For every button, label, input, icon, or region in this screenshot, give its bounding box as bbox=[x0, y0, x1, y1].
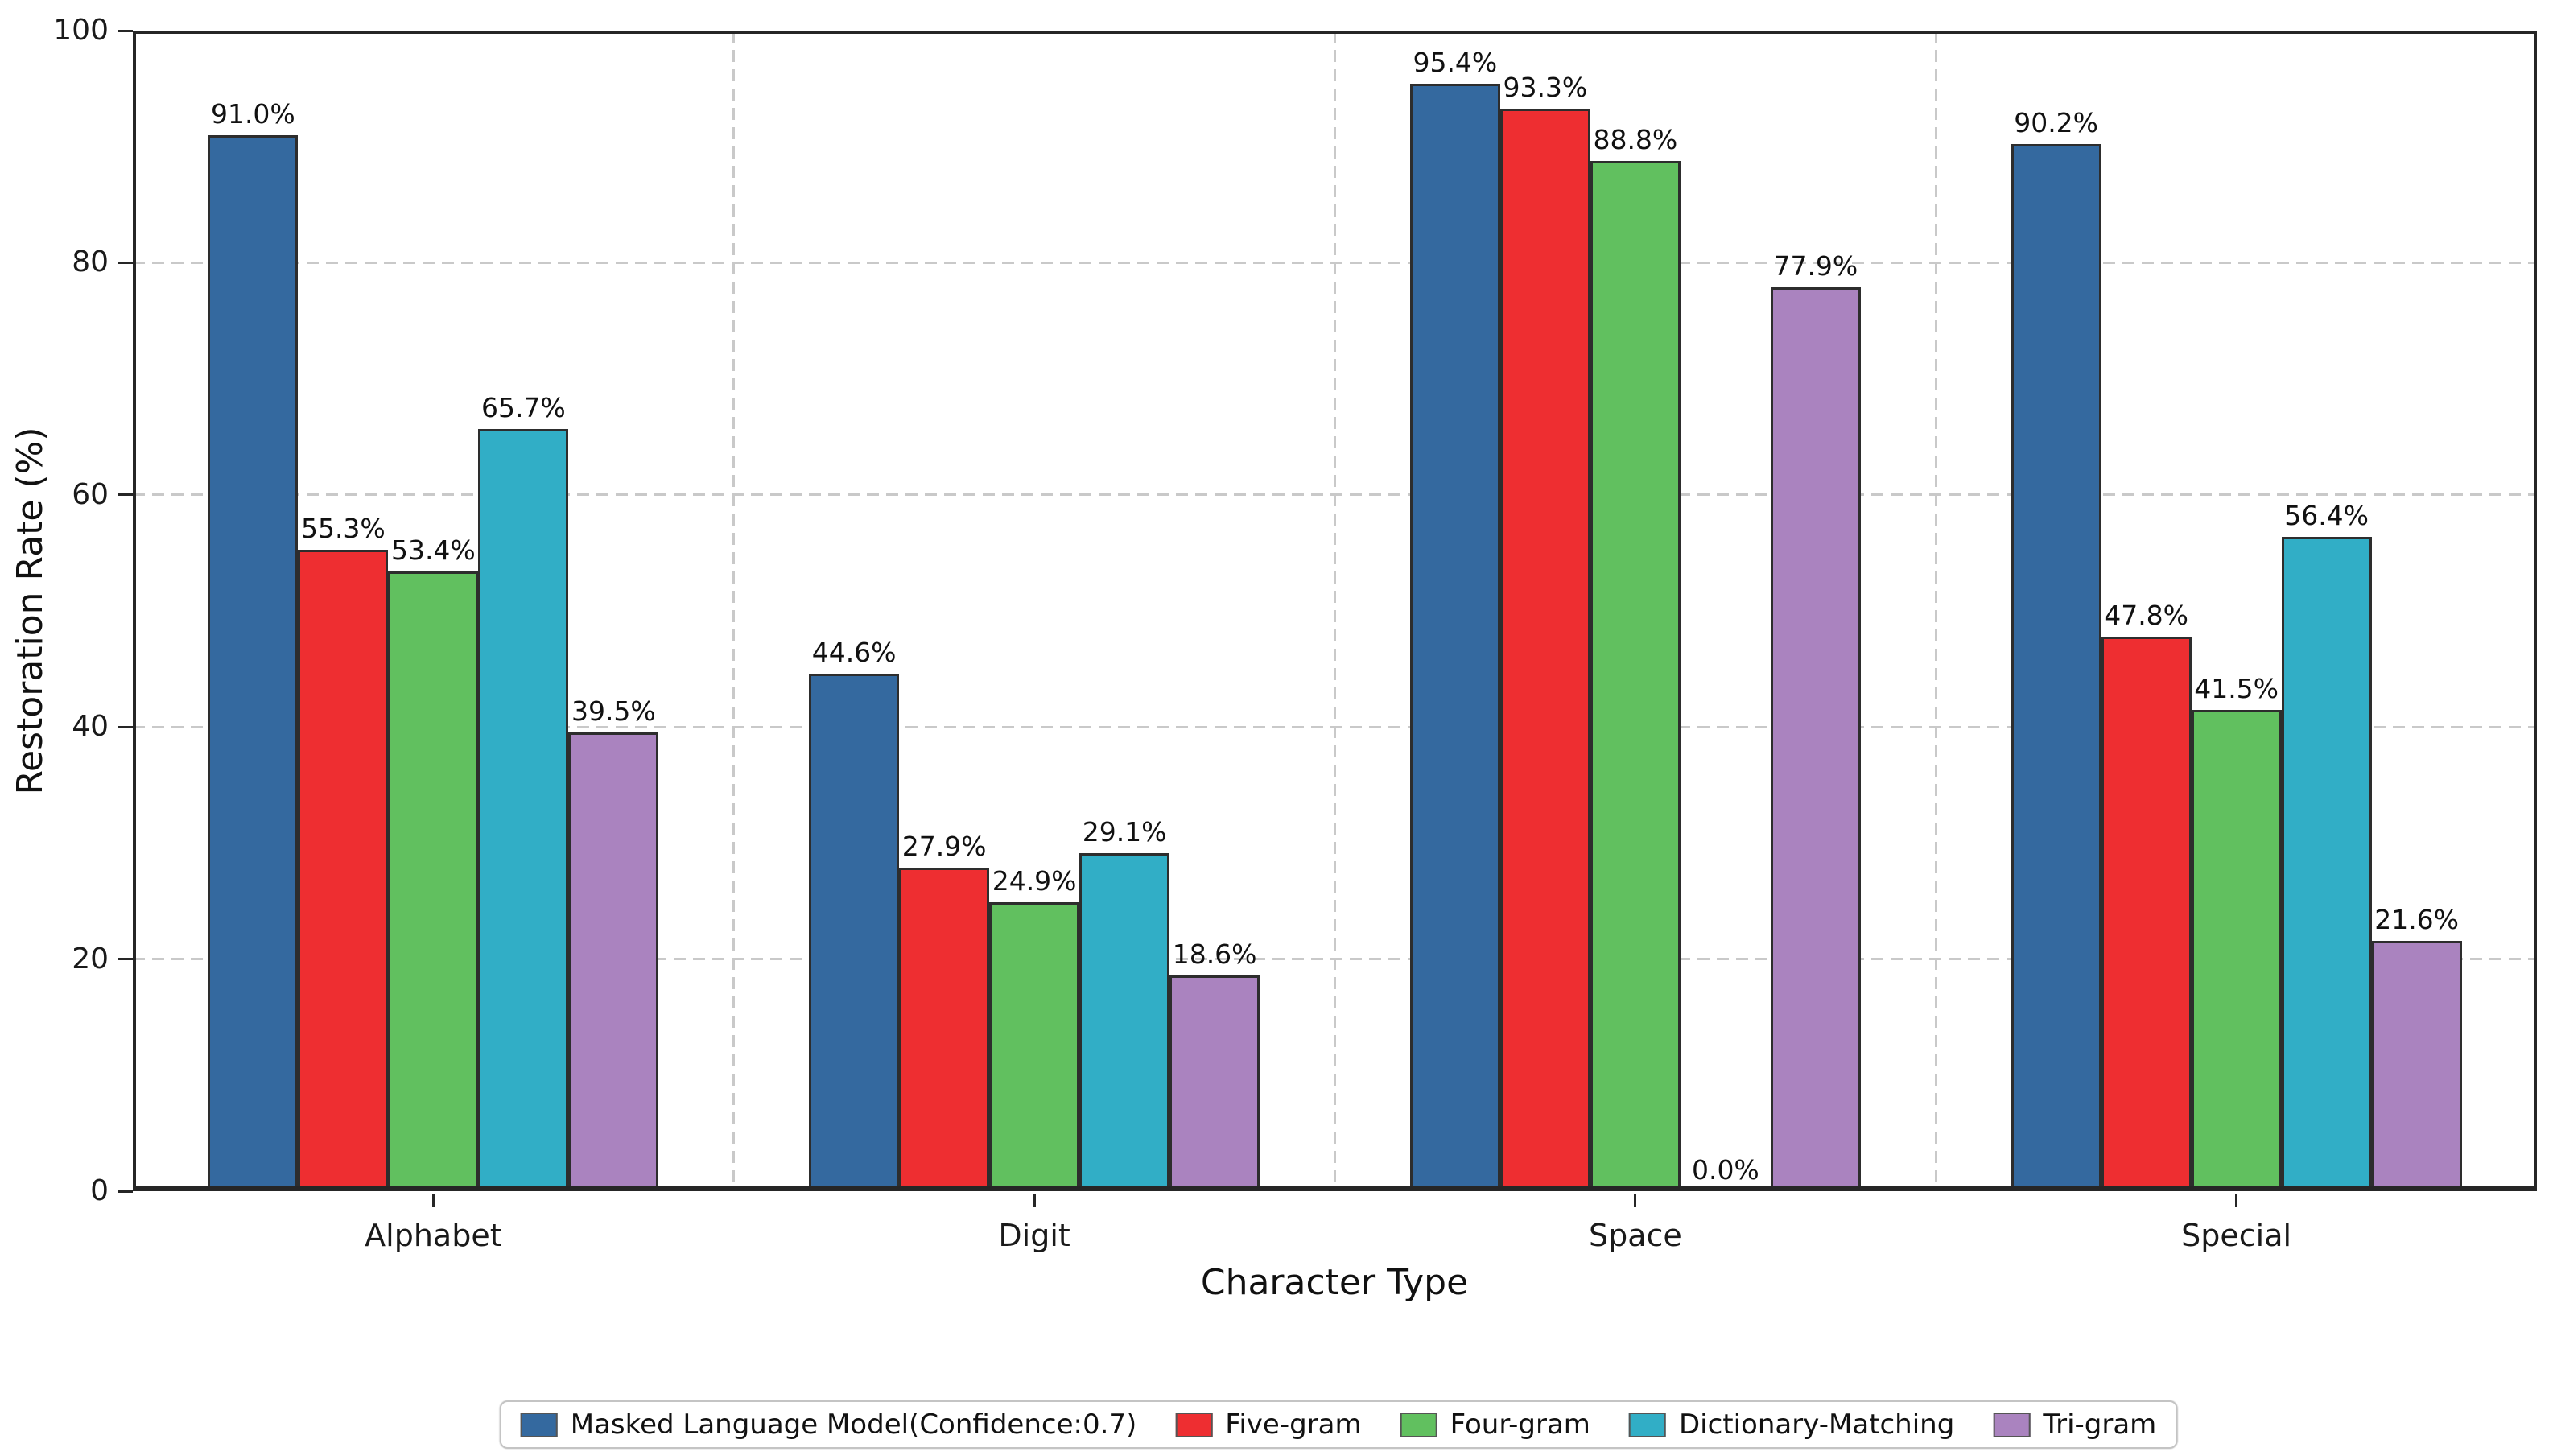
y-axis-title: Restoration Rate (%) bbox=[10, 427, 51, 795]
bar bbox=[568, 732, 659, 1191]
y-tick-label: 80 bbox=[72, 245, 109, 279]
y-tick-mark bbox=[118, 958, 133, 961]
bar bbox=[2371, 940, 2462, 1191]
bar-value-label: 65.7% bbox=[480, 391, 566, 423]
bar-value-label: 47.8% bbox=[2104, 599, 2189, 631]
y-tick-label: 0 bbox=[90, 1174, 109, 1207]
legend-item: Four-gram bbox=[1400, 1411, 1590, 1438]
legend-item: Tri-gram bbox=[1993, 1411, 2156, 1438]
bar-value-label: 44.6% bbox=[811, 636, 897, 668]
x-tick-label: Space bbox=[1588, 1218, 1682, 1253]
x-axis-title: Character Type bbox=[1200, 1262, 1469, 1303]
bar bbox=[989, 901, 1080, 1191]
y-tick-mark bbox=[118, 725, 133, 728]
legend-swatch bbox=[1400, 1412, 1437, 1437]
v-gridline bbox=[732, 31, 736, 1191]
bar bbox=[2101, 636, 2192, 1191]
bar-value-label: 88.8% bbox=[1593, 123, 1678, 155]
bar bbox=[1499, 108, 1590, 1191]
bar bbox=[2191, 709, 2282, 1191]
bar bbox=[1590, 160, 1681, 1191]
x-tick-label: Special bbox=[2181, 1218, 2292, 1253]
bar bbox=[1169, 975, 1260, 1191]
bar bbox=[1770, 287, 1861, 1191]
legend: Masked Language Model(Confidence:0.7) Fiv… bbox=[499, 1400, 2178, 1449]
bar bbox=[2011, 144, 2101, 1191]
x-tick-mark bbox=[1033, 1194, 1036, 1207]
bar-value-label: 18.6% bbox=[1172, 938, 1257, 970]
bar-value-label: 91.0% bbox=[210, 97, 295, 130]
legend-swatch bbox=[1993, 1412, 2031, 1437]
x-tick-mark bbox=[2235, 1194, 2238, 1207]
bar-value-label: 24.9% bbox=[992, 864, 1077, 897]
bar-value-label: 27.9% bbox=[901, 830, 987, 862]
bar bbox=[1079, 853, 1170, 1191]
x-tick-label: Digit bbox=[998, 1218, 1070, 1253]
x-tick-label: Alphabet bbox=[365, 1218, 502, 1253]
v-gridline bbox=[1334, 31, 1336, 1191]
bar-value-label: 21.6% bbox=[2374, 903, 2460, 935]
legend-swatch bbox=[1175, 1412, 1213, 1437]
legend-item: Five-gram bbox=[1175, 1409, 1362, 1441]
bar-value-label: 93.3% bbox=[1503, 71, 1588, 103]
bar-value-label: 95.4% bbox=[1413, 47, 1498, 79]
bar bbox=[2281, 536, 2372, 1191]
y-tick-mark bbox=[118, 261, 133, 264]
legend-label: Four-gram bbox=[1450, 1409, 1590, 1441]
bar bbox=[809, 673, 900, 1191]
bar bbox=[208, 134, 299, 1191]
y-tick-mark bbox=[118, 1190, 133, 1193]
bar-value-label: 41.5% bbox=[2194, 672, 2279, 704]
bar-value-label: 0.0% bbox=[1691, 1154, 1759, 1186]
bar-value-label: 77.9% bbox=[1773, 250, 1858, 282]
y-tick-label: 40 bbox=[72, 710, 109, 744]
bar-value-label: 39.5% bbox=[571, 695, 656, 728]
legend-item: Masked Language Model(Confidence:0.7) bbox=[520, 1409, 1137, 1441]
y-tick-label: 100 bbox=[53, 14, 109, 47]
bar-value-label: 56.4% bbox=[2284, 499, 2369, 531]
y-tick-label: 20 bbox=[72, 942, 109, 975]
bar bbox=[298, 549, 389, 1191]
legend-swatch bbox=[520, 1412, 558, 1437]
legend-label: Masked Language Model(Confidence:0.7) bbox=[570, 1409, 1137, 1441]
bar-value-label: 53.4% bbox=[390, 534, 476, 566]
y-tick-mark bbox=[118, 29, 133, 32]
bar bbox=[478, 428, 569, 1191]
v-gridline bbox=[1934, 31, 1937, 1191]
bar-value-label: 55.3% bbox=[300, 512, 386, 544]
legend-label: Five-gram bbox=[1225, 1409, 1362, 1441]
legend-item: Dictionary-Matching bbox=[1628, 1409, 1955, 1441]
legend-label: Dictionary-Matching bbox=[1678, 1409, 1955, 1441]
legend-label: Tri-gram bbox=[2043, 1409, 2157, 1441]
plot-area: 91.0% 55.3% 53.4% 65.7% 39.5% 44.6% 27.9% 24.9%… bbox=[133, 31, 2537, 1191]
bar bbox=[1409, 84, 1500, 1191]
y-tick-label: 60 bbox=[72, 477, 109, 511]
y-tick-mark bbox=[118, 493, 133, 497]
bar-value-label: 29.1% bbox=[1082, 816, 1167, 848]
x-tick-mark bbox=[431, 1194, 435, 1207]
legend-swatch bbox=[1628, 1412, 1666, 1437]
bar bbox=[899, 867, 990, 1191]
bar bbox=[388, 571, 479, 1191]
x-tick-mark bbox=[1634, 1194, 1637, 1207]
bar-value-label: 90.2% bbox=[2014, 107, 2099, 139]
